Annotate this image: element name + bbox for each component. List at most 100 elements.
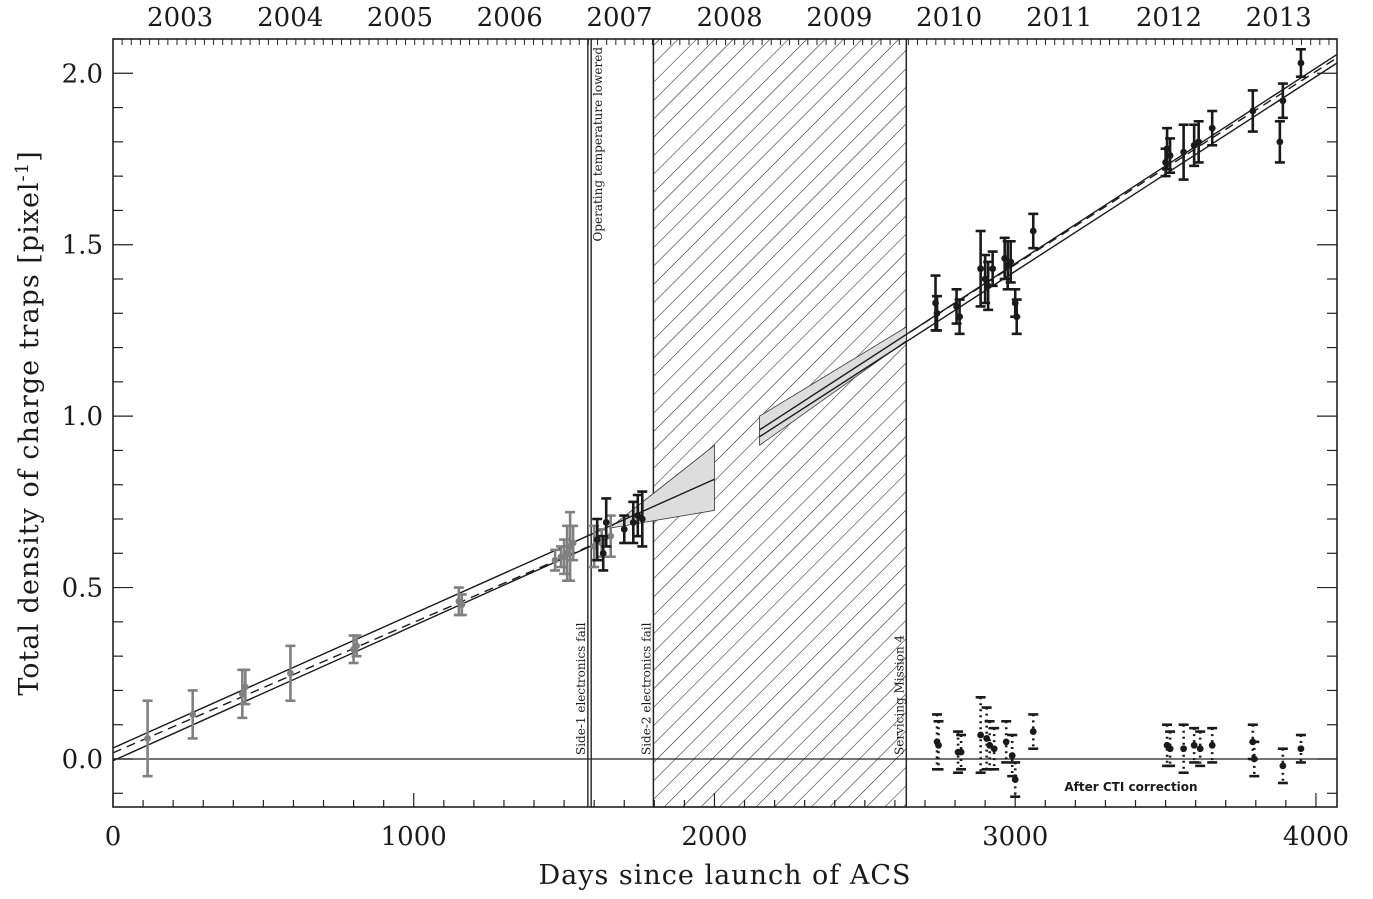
y-tick-label: 1.0 <box>62 402 103 432</box>
year-label: 2013 <box>1246 3 1312 33</box>
data-point <box>287 669 294 677</box>
event-regions: Side-1 electronics fail Operating tempera… <box>574 38 908 808</box>
fit-band <box>759 326 907 447</box>
x-axis-title: Days since launch of ACS <box>538 860 911 891</box>
data-point <box>1011 776 1019 783</box>
year-label: 2003 <box>147 3 213 33</box>
labels: Days since launch of ACS Total density o… <box>12 150 1198 891</box>
data-point <box>1279 762 1287 770</box>
data-point <box>590 543 598 550</box>
y-tick-label: 0.5 <box>62 574 103 604</box>
axes: 0 1000 2000 3000 4000 2003 2004 2005 2006 2007 200… <box>62 3 1349 852</box>
event-label: Operating temperature lowered <box>591 47 605 242</box>
data-point <box>638 515 646 523</box>
y-tick-label: 2.0 <box>62 59 103 89</box>
data-series <box>932 695 1306 799</box>
data-point <box>189 711 197 718</box>
data-point <box>353 642 360 650</box>
year-label: 2006 <box>477 3 543 33</box>
year-label: 2012 <box>1136 3 1202 33</box>
data-point <box>1166 745 1174 753</box>
data-point <box>953 303 960 310</box>
y-tick-label: 1.5 <box>62 231 103 261</box>
data-point <box>933 309 941 317</box>
fit-band <box>608 444 715 529</box>
fit-line <box>113 478 715 749</box>
x-tick-label: 1000 <box>381 822 447 852</box>
data-point <box>1180 745 1188 753</box>
data-point <box>1029 227 1037 235</box>
data-point <box>1002 738 1010 746</box>
fit-line <box>759 62 1337 438</box>
data-point <box>1001 255 1009 262</box>
year-label: 2009 <box>806 3 872 33</box>
data-point <box>1196 745 1204 753</box>
data-point <box>989 265 997 273</box>
data-point <box>1297 745 1305 753</box>
data-point <box>1013 313 1021 321</box>
x-tick-label: 0 <box>105 822 122 852</box>
y-axis-title-main: Total density of charge traps [pixel <box>14 181 45 695</box>
data-point <box>1190 741 1198 749</box>
data-point <box>563 549 571 557</box>
data-point <box>599 549 607 557</box>
data-point <box>990 745 998 753</box>
fit-line <box>909 57 1337 333</box>
after-cti-note: After CTI correction <box>1064 780 1197 794</box>
data-point <box>935 741 942 749</box>
data-point <box>1297 59 1305 67</box>
data-point <box>1279 97 1287 105</box>
event-label: Side-1 electronics fail <box>574 622 588 755</box>
data-point <box>620 525 628 533</box>
data-point <box>458 601 466 609</box>
x-tick-label: 4000 <box>1283 822 1349 852</box>
data-point <box>569 539 577 547</box>
data-point <box>983 735 991 742</box>
x-tick-label: 3000 <box>982 822 1048 852</box>
year-label: 2005 <box>367 3 433 33</box>
data-point <box>629 519 637 526</box>
data-series <box>142 510 616 778</box>
data-point <box>144 735 151 742</box>
data-point <box>1163 145 1171 153</box>
y-axis-title: Total density of charge traps [pixel-1] <box>12 150 45 695</box>
data-point <box>1276 138 1284 146</box>
data-point <box>977 731 985 739</box>
data-point <box>241 683 249 691</box>
y-tick-label: 0.0 <box>62 745 103 775</box>
year-label: 2010 <box>916 3 982 33</box>
data-point <box>1249 107 1257 115</box>
data-point <box>981 275 989 283</box>
year-label: 2007 <box>586 3 652 33</box>
x-tick-label: 2000 <box>681 822 747 852</box>
data-point <box>1029 728 1037 735</box>
data-points <box>142 47 1306 799</box>
data-point <box>957 748 965 756</box>
data-point <box>1250 755 1258 763</box>
data-point <box>607 532 615 540</box>
fit-line <box>759 53 1337 431</box>
data-point <box>1008 752 1016 759</box>
y-axis-title-end: ] <box>14 150 45 162</box>
year-label: 2004 <box>257 3 323 33</box>
plot-frame <box>112 38 1338 808</box>
data-point <box>1166 152 1174 159</box>
event-label: Side-2 electronics fail <box>639 622 653 755</box>
data-point <box>1208 741 1216 749</box>
data-point <box>238 690 246 698</box>
data-point <box>593 536 601 543</box>
data-point <box>1195 138 1203 146</box>
data-point <box>1180 148 1188 156</box>
fit-bands <box>608 326 907 529</box>
year-label: 2011 <box>1026 3 1092 33</box>
data-point <box>956 313 963 321</box>
year-label: 2008 <box>696 3 762 33</box>
data-point <box>602 519 610 526</box>
data-point <box>551 556 559 564</box>
y-axis-title-sup: -1 <box>12 162 33 182</box>
data-series <box>592 47 1306 572</box>
fit-line <box>113 537 610 762</box>
data-point <box>977 265 985 273</box>
